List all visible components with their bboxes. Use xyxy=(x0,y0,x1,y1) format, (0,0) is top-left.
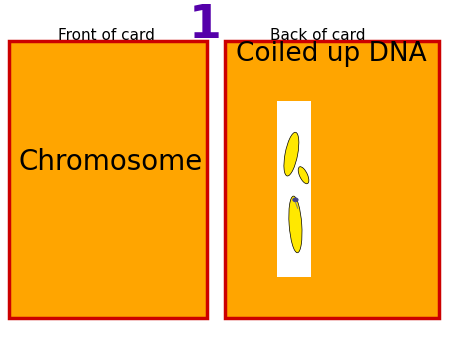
Text: Front of card: Front of card xyxy=(58,28,155,43)
Ellipse shape xyxy=(284,132,299,176)
Text: 1: 1 xyxy=(188,3,221,48)
FancyBboxPatch shape xyxy=(9,41,207,318)
Text: Back of card: Back of card xyxy=(270,28,365,43)
Ellipse shape xyxy=(289,196,302,253)
Bar xyxy=(277,101,310,277)
Ellipse shape xyxy=(298,167,309,184)
Text: Chromosome: Chromosome xyxy=(18,148,202,176)
Text: Coiled up DNA: Coiled up DNA xyxy=(236,41,427,67)
Circle shape xyxy=(292,197,299,202)
FancyBboxPatch shape xyxy=(225,41,439,318)
